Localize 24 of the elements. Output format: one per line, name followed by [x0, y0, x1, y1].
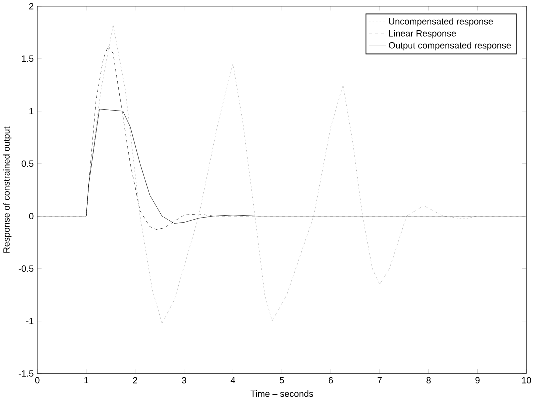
legend-label: Uncompensated response [389, 18, 494, 26]
y-tick-label: 2 [30, 3, 34, 10]
y-tick-label: -1 [26, 318, 34, 324]
y-tick-label: -1.5 [18, 370, 34, 377]
y-tick-label: -0.5 [18, 265, 34, 272]
y-tick-label: 1.5 [22, 56, 34, 62]
y-tick-label: 0 [29, 212, 34, 220]
x-tick-label: 9 [476, 377, 480, 384]
y-tick-label: 0.5 [22, 160, 34, 167]
x-tick-label: 10 [522, 377, 532, 384]
x-tick-label: 8 [426, 377, 431, 384]
x-tick-label: 4 [230, 377, 236, 384]
legend-label: Output compensated response [389, 42, 512, 50]
x-tick-label: 3 [182, 377, 186, 384]
x-tick-label: 5 [280, 377, 284, 384]
x-axis-title: Time – seconds [250, 390, 314, 397]
legend-label: Linear Response [389, 30, 456, 38]
y-tick-label: 1 [30, 108, 34, 114]
x-tick-label: 0 [35, 377, 40, 384]
x-tick-label: 7 [378, 377, 382, 384]
x-tick-label: 6 [328, 377, 334, 384]
x-tick-label: 1 [84, 377, 89, 384]
y-axis-title: Response of constrained output [3, 126, 12, 253]
x-tick-label: 2 [133, 377, 138, 384]
